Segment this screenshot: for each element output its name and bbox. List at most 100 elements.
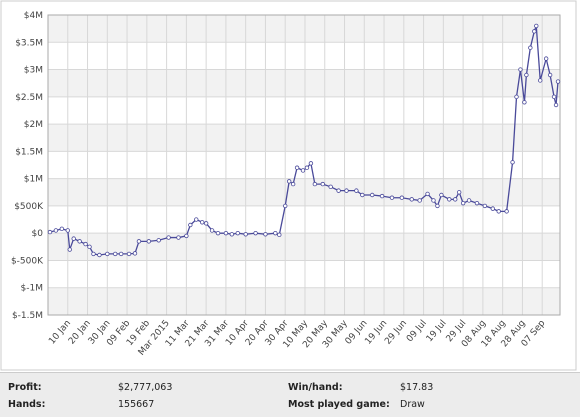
point <box>399 195 405 200</box>
point <box>389 195 395 200</box>
stat-label: Most played game: <box>288 399 390 410</box>
point <box>547 72 553 78</box>
point <box>360 192 365 198</box>
point <box>543 56 549 61</box>
point <box>504 209 509 214</box>
stat-value: Draw <box>400 399 425 410</box>
point <box>439 192 444 198</box>
point <box>136 239 142 244</box>
point <box>312 181 318 187</box>
point <box>290 181 296 187</box>
point <box>553 102 559 108</box>
point <box>105 251 110 257</box>
point <box>176 235 181 240</box>
point <box>243 232 248 237</box>
chart: $-1.5M $-1M $-500K $0 $500K $1M $1.5M $2M $2.5M $… <box>0 0 577 371</box>
y-tick-label: $4M <box>24 11 43 21</box>
point <box>490 206 495 211</box>
point <box>188 222 193 228</box>
point <box>235 230 240 236</box>
point <box>97 252 102 258</box>
grid-band <box>48 124 560 152</box>
point <box>67 247 72 252</box>
grid-band <box>48 287 560 315</box>
point <box>83 241 88 247</box>
stat-label: Hands: <box>8 399 46 410</box>
point <box>223 230 229 236</box>
point <box>435 203 440 209</box>
point <box>460 200 466 206</box>
point <box>132 251 138 256</box>
point <box>466 198 472 203</box>
point <box>308 161 314 166</box>
grid-band <box>48 233 560 261</box>
point <box>194 217 199 222</box>
grid-band <box>48 15 560 43</box>
y-tick-label: $-1M <box>21 284 43 294</box>
point <box>304 165 310 170</box>
point <box>87 244 92 250</box>
point <box>336 188 341 193</box>
point <box>47 229 53 235</box>
point <box>156 238 161 243</box>
point <box>229 232 235 237</box>
point <box>209 228 215 233</box>
point <box>524 72 529 78</box>
point <box>328 184 333 190</box>
point <box>65 228 70 233</box>
point <box>379 193 385 199</box>
point <box>184 233 189 239</box>
point <box>447 197 452 202</box>
point <box>518 67 523 72</box>
point <box>263 232 268 237</box>
point <box>273 230 278 236</box>
y-tick-label: $500K <box>14 202 44 212</box>
stat-value: $2,777,063 <box>118 382 173 393</box>
point <box>283 203 288 209</box>
point <box>166 235 171 240</box>
stat-value: 155667 <box>118 399 155 410</box>
point <box>344 188 349 193</box>
point <box>277 232 282 238</box>
y-tick-label: $3.5M <box>15 38 43 48</box>
point <box>59 226 65 232</box>
point <box>551 94 557 100</box>
point <box>320 181 325 187</box>
y-tick-label: $1.5M <box>15 147 43 157</box>
point <box>453 197 458 202</box>
y-tick-label: $1M <box>24 175 43 185</box>
stat-label: Win/hand: <box>288 382 343 393</box>
point <box>528 45 533 50</box>
point <box>538 78 543 83</box>
y-tick-label: $2M <box>24 120 43 130</box>
point <box>354 188 359 193</box>
point <box>300 168 306 173</box>
grid-band <box>48 69 560 97</box>
point <box>474 200 480 206</box>
point <box>53 228 59 233</box>
y-tick-label: $-500K <box>11 256 44 266</box>
point <box>203 221 209 226</box>
grid-band <box>48 178 560 206</box>
point <box>199 220 205 225</box>
point <box>409 197 414 202</box>
stat-value: $17.83 <box>400 382 434 393</box>
point <box>91 251 96 257</box>
point <box>253 230 258 236</box>
point <box>514 94 519 100</box>
point <box>286 179 292 184</box>
y-tick-label: $-1.5M <box>12 311 43 321</box>
point <box>294 165 300 170</box>
point <box>146 239 152 244</box>
stats-panel: Profit: $2,777,063 Win/hand: $17.83 Hands: 15… <box>0 372 580 417</box>
point <box>215 230 221 236</box>
plot-border <box>47 14 561 316</box>
point <box>510 160 515 165</box>
y-tick-label: $3M <box>24 66 43 76</box>
point <box>77 239 82 244</box>
point <box>532 29 537 34</box>
point <box>534 23 539 29</box>
point <box>482 203 488 209</box>
point <box>118 251 124 257</box>
